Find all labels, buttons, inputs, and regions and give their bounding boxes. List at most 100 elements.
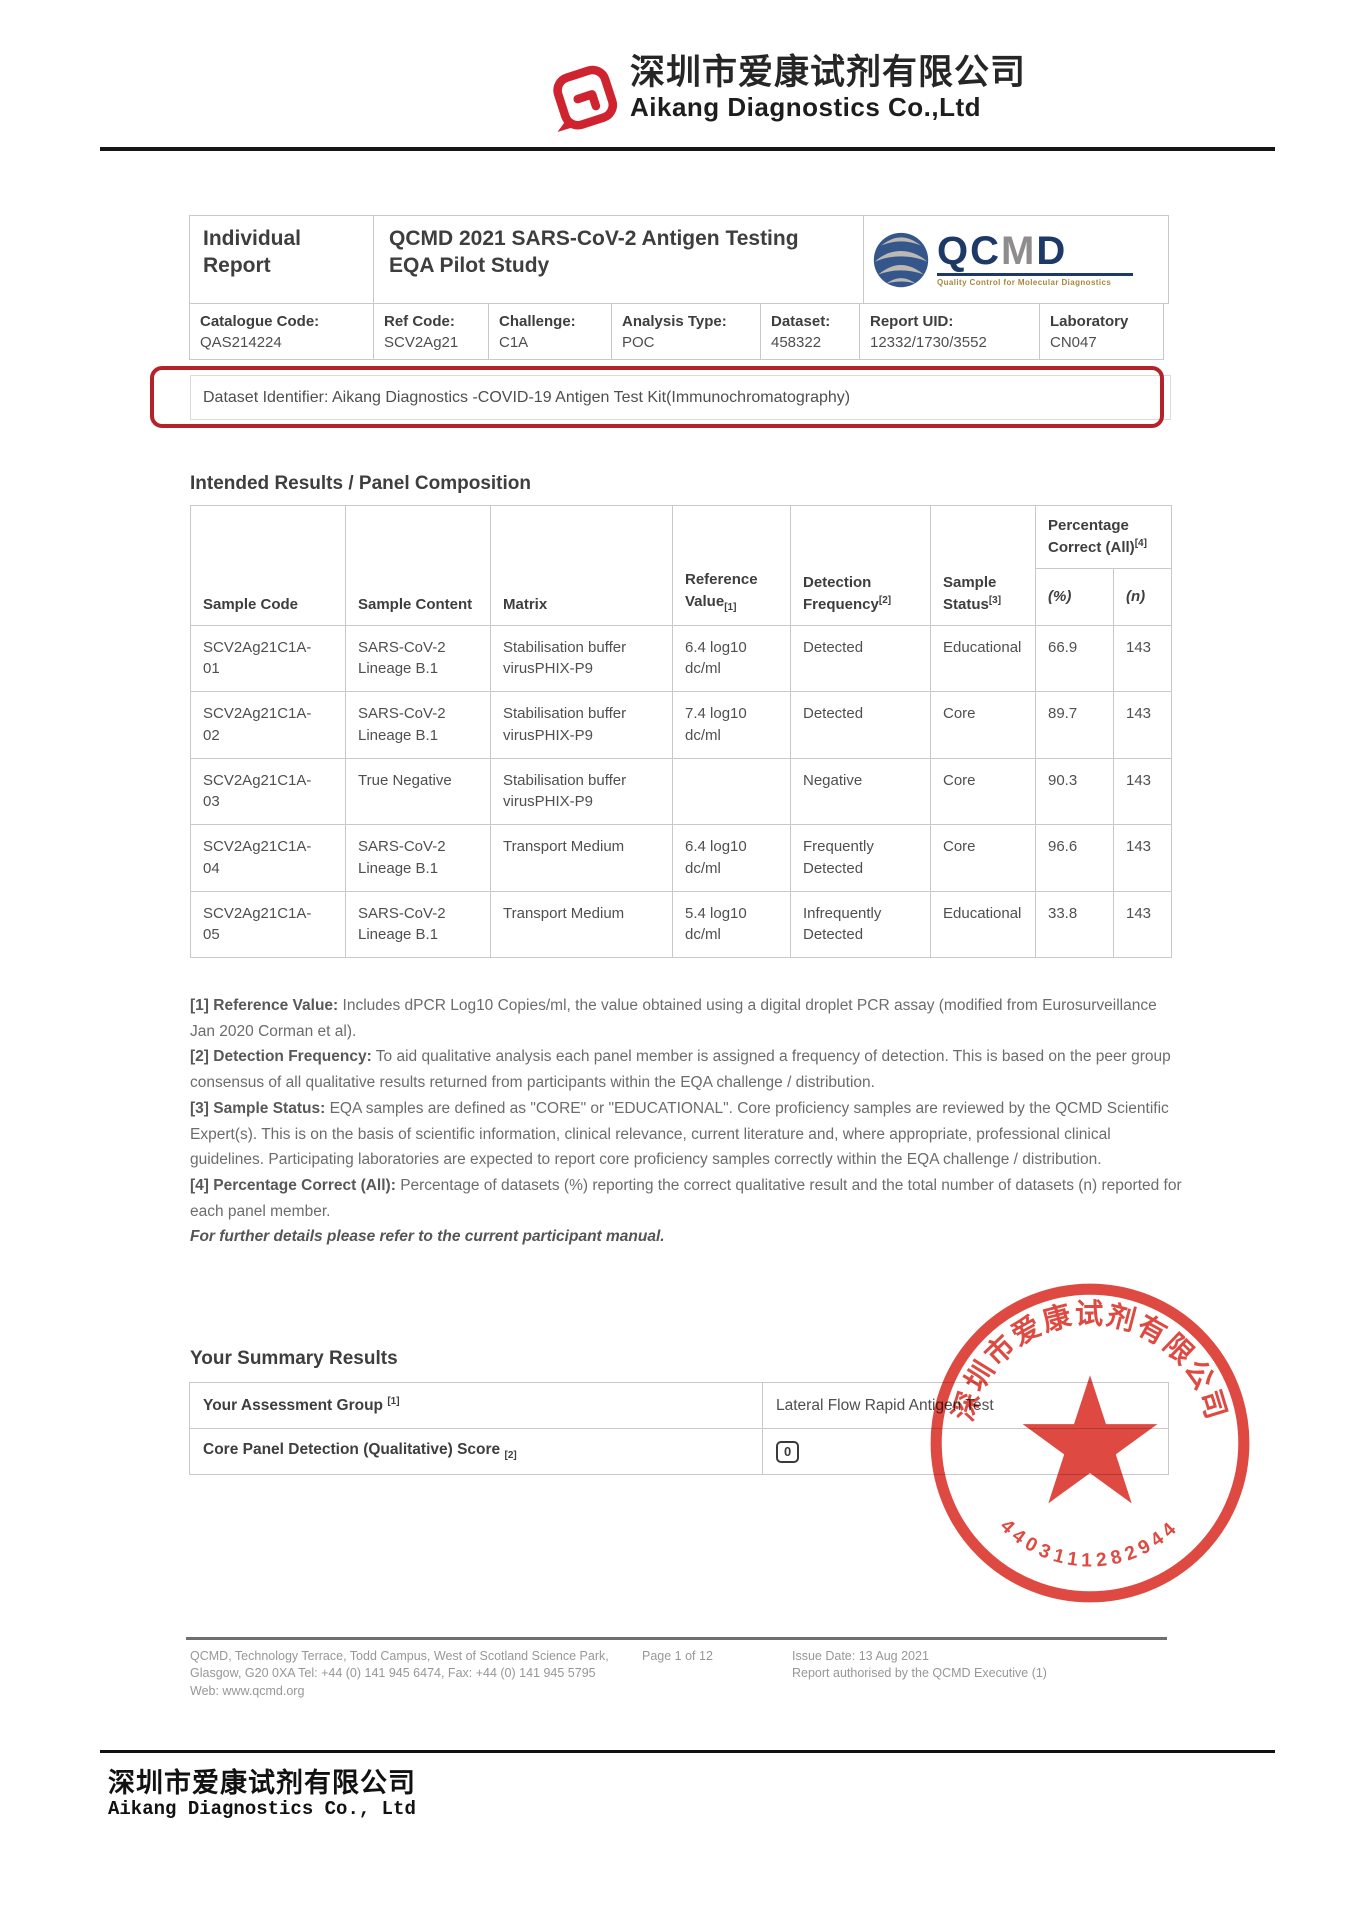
cell: 90.3: [1035, 757, 1114, 825]
table-row: SCV2Ag21C1A- 05 SARS-CoV-2 Lineage B.1 T…: [190, 890, 1173, 958]
footer-page-number: Page 1 of 12: [642, 1649, 713, 1663]
cell: Educational: [930, 890, 1036, 958]
cell: Infrequently Detected: [790, 890, 931, 958]
col-percent: (%): [1035, 567, 1114, 626]
col-sample-code: Sample Code: [190, 505, 346, 626]
qcmd-globe-icon: [873, 232, 929, 287]
footer-company-en: Aikang Diagnostics Co., Ltd: [108, 1798, 416, 1820]
col-percentage-correct: Percentage Correct (All)[4]: [1034, 505, 1173, 569]
report-meta-row: Catalogue Code: QAS214224 Ref Code: SCV2…: [189, 303, 1164, 360]
meta-value: POC: [622, 334, 655, 351]
cell: True Negative: [345, 757, 491, 825]
cell: SARS-CoV-2 Lineage B.1: [345, 691, 491, 759]
stamp-star-icon: [1022, 1375, 1158, 1504]
brand-header: 深圳市爱康试剂有限公司 Aikang Diagnostics Co.,Ltd: [548, 52, 1026, 136]
meta-label: Analysis Type:: [622, 313, 727, 330]
footnote-3: [3] Sample Status: EQA samples are defin…: [190, 1099, 1169, 1169]
qcmd-logo: QCMD Quality Control for Molecular Diagn…: [863, 215, 1169, 304]
cell: Detected: [790, 624, 931, 692]
cell: SCV2Ag21C1A- 04: [190, 824, 346, 892]
summary-heading: Your Summary Results: [190, 1348, 398, 1369]
cell: SCV2Ag21C1A- 05: [190, 890, 346, 958]
meta-ref-code: Ref Code: SCV2Ag21: [373, 303, 489, 360]
meta-label: Catalogue Code:: [200, 313, 320, 330]
cell: SARS-CoV-2 Lineage B.1: [345, 824, 491, 892]
cell: 7.4 log10 dc/ml: [672, 691, 791, 759]
meta-label: Dataset:: [771, 313, 831, 330]
cell: 143: [1112, 691, 1173, 759]
meta-laboratory: Laboratory CN047: [1039, 303, 1164, 360]
footnote-4: [4] Percentage Correct (All): Percentage…: [190, 1177, 1182, 1220]
meta-value: 12332/1730/3552: [870, 334, 987, 351]
col-sample-content: Sample Content: [345, 505, 491, 626]
meta-value: C1A: [499, 334, 529, 351]
table-row: SCV2Ag21C1A- 03 True Negative Stabilisat…: [190, 757, 1173, 825]
footer-issue-block: Issue Date: 13 Aug 2021 Report authorise…: [792, 1648, 1175, 1700]
cell: 143: [1112, 824, 1173, 892]
panel-header-row: Sample Code Sample Content Matrix Refere…: [190, 505, 1173, 626]
company-stamp: 深圳市爱康试剂有限公司 4403111282944: [930, 1283, 1250, 1603]
cell: SARS-CoV-2 Lineage B.1: [345, 624, 491, 692]
col-reference-value: Reference Value[1]: [672, 505, 791, 626]
qcmd-letter: D: [1036, 229, 1068, 273]
qcmd-letter: M: [1001, 229, 1037, 273]
aikang-heart-logo-icon: [553, 65, 618, 133]
cell: Stabilisation buffer virusPHIX-P9: [490, 624, 673, 692]
meta-label: Ref Code:: [384, 313, 455, 330]
assessment-group-label: Your Assessment Group [1]: [189, 1382, 763, 1429]
meta-label: Report UID:: [870, 313, 954, 330]
qcmd-underline: [937, 273, 1133, 276]
cell: SCV2Ag21C1A- 03: [190, 757, 346, 825]
cell: Transport Medium: [490, 890, 673, 958]
stamp-serial-arc: 4403111282944: [996, 1516, 1179, 1572]
cell: Transport Medium: [490, 824, 673, 892]
footnote-2: [2] Detection Frequency: To aid qualitat…: [190, 1048, 1171, 1092]
col-sample-status: Sample Status[3]: [930, 505, 1036, 626]
cell: Core: [930, 757, 1036, 825]
qcmd-tagline: Quality Control for Molecular Diagnostic…: [937, 278, 1112, 287]
panel-subheader-row: (%) (n): [191, 567, 1173, 626]
table-row: SCV2Ag21C1A- 01 SARS-CoV-2 Lineage B.1 S…: [190, 624, 1173, 692]
col-detection-frequency: Detection Frequency[2]: [790, 505, 931, 626]
cell: 6.4 log10 dc/ml: [672, 624, 791, 692]
qcmd-wordmark: QCMD: [937, 229, 1068, 273]
meta-challenge: Challenge: C1A: [488, 303, 612, 360]
cell: Frequently Detected: [790, 824, 931, 892]
cell: SCV2Ag21C1A- 01: [190, 624, 346, 692]
report-title: QCMD 2021 SARS-CoV-2 Antigen Testing EQA…: [373, 215, 864, 304]
meta-value: CN047: [1050, 334, 1097, 351]
meta-catalogue-code: Catalogue Code: QAS214224: [189, 303, 374, 360]
cell: SARS-CoV-2 Lineage B.1: [345, 890, 491, 958]
report-header: Individual Report QCMD 2021 SARS-CoV-2 A…: [189, 215, 1169, 304]
meta-label: Laboratory: [1050, 313, 1129, 330]
cell: 143: [1112, 890, 1173, 958]
cell: SCV2Ag21C1A- 02: [190, 691, 346, 759]
cell: Educational: [930, 624, 1036, 692]
cell: 143: [1112, 757, 1173, 825]
cell: Stabilisation buffer virusPHIX-P9: [490, 757, 673, 825]
company-name-en: Aikang Diagnostics Co.,Ltd: [630, 92, 982, 122]
cell: 5.4 log10 dc/ml: [672, 890, 791, 958]
footnotes: [1] Reference Value: Includes dPCR Log10…: [190, 993, 1183, 1250]
bottom-divider: [100, 1750, 1275, 1753]
cell: 66.9: [1035, 624, 1114, 692]
footer-company-cn: 深圳市爱康试剂有限公司: [108, 1768, 416, 1798]
cell: Core: [930, 824, 1036, 892]
col-matrix: Matrix: [490, 505, 673, 626]
score-row: Core Panel Detection (Qualitative) Score…: [189, 1428, 1169, 1475]
cell: 143: [1112, 624, 1173, 692]
meta-label: Challenge:: [499, 313, 576, 330]
cell: [672, 757, 791, 825]
company-name-cn: 深圳市爱康试剂有限公司: [630, 53, 1027, 92]
table-row: SCV2Ag21C1A- 04 SARS-CoV-2 Lineage B.1 T…: [190, 824, 1173, 892]
cell: Negative: [790, 757, 931, 825]
meta-report-uid: Report UID: 12332/1730/3552: [859, 303, 1040, 360]
dataset-identifier-text: Dataset Identifier: Aikang Diagnostics -…: [190, 375, 1171, 420]
footer-issue-date: Issue Date: 13 Aug 2021: [792, 1649, 929, 1663]
svg-text:4403111282944: 4403111282944: [996, 1516, 1184, 1572]
footer-address: QCMD, Technology Terrace, Todd Campus, W…: [190, 1649, 609, 1698]
col-n: (n): [1112, 567, 1173, 626]
cell: Core: [930, 691, 1036, 759]
report-type: Individual Report: [189, 215, 374, 304]
cell: 33.8: [1035, 890, 1114, 958]
